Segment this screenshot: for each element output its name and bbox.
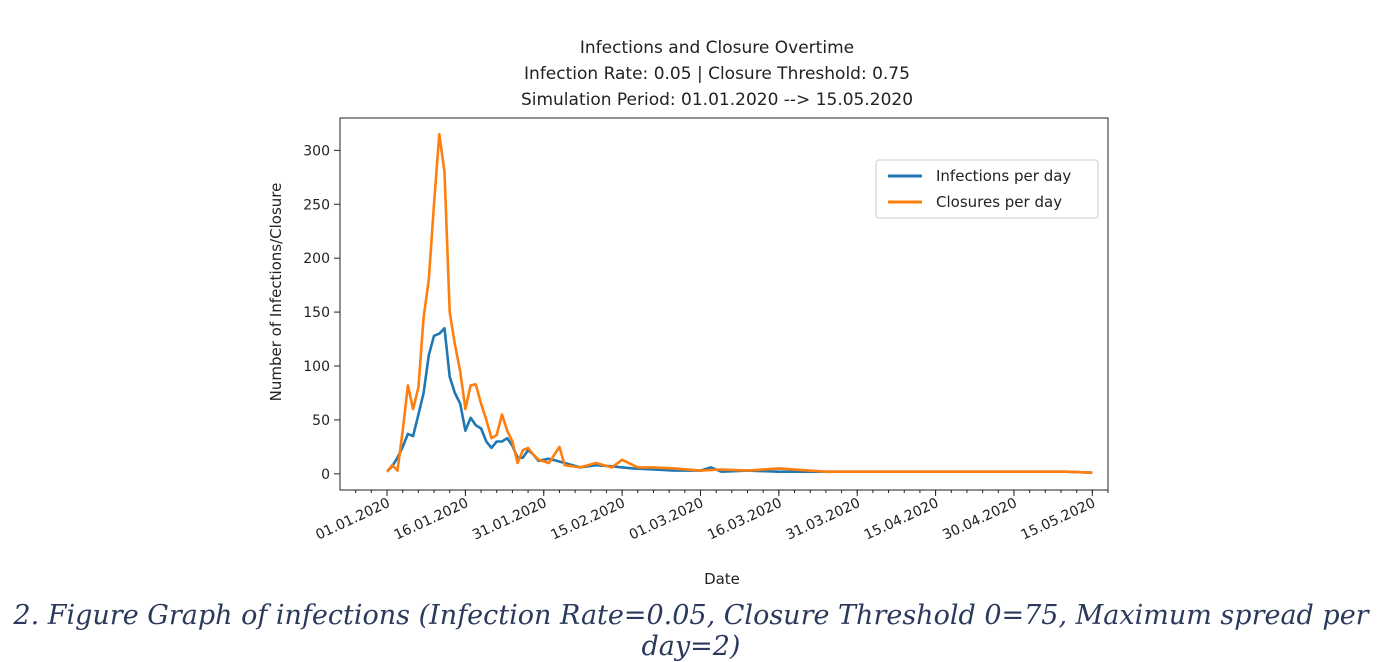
chart-subtitle-1: Infection Rate: 0.05 | Closure Threshold… <box>524 64 910 84</box>
x-tick-label: 16.03.2020 <box>705 495 784 543</box>
y-tick-label: 0 <box>321 467 330 483</box>
y-axis: 0 50 100 150 200 250 300 <box>303 143 340 483</box>
figure-caption: 2. Figure Graph of infections (Infection… <box>13 600 1369 662</box>
legend-label-closures: Closures per day <box>936 193 1062 211</box>
y-tick-label: 300 <box>303 143 330 159</box>
legend: Infections per day Closures per day <box>875 159 1099 219</box>
y-tick-label: 250 <box>303 197 330 213</box>
x-tick-label: 30.04.2020 <box>940 495 1019 543</box>
x-tick-label: 01.03.2020 <box>627 495 706 543</box>
x-tick-label: 01.01.2020 <box>313 495 392 543</box>
series-line-0 <box>386 326 1093 474</box>
x-axis-label: Date <box>704 570 740 588</box>
x-axis: 01.01.202016.01.202031.01.202015.02.2020… <box>313 490 1109 544</box>
y-tick-label: 50 <box>312 413 330 429</box>
chart-title: Infections and Closure Overtime <box>580 38 854 58</box>
x-tick-label: 15.04.2020 <box>862 495 941 543</box>
series-line-1 <box>385 132 1093 474</box>
y-tick-label: 200 <box>303 251 330 267</box>
x-tick-label: 31.01.2020 <box>470 495 549 543</box>
chart-subtitle-2: Simulation Period: 01.01.2020 --> 15.05.… <box>521 90 913 110</box>
x-tick-label: 15.05.2020 <box>1019 495 1098 543</box>
legend-label-infections: Infections per day <box>936 167 1071 185</box>
y-tick-label: 100 <box>303 359 330 375</box>
plot-area <box>385 132 1093 474</box>
plot-frame <box>339 117 1109 491</box>
y-tick-label: 150 <box>303 305 330 321</box>
x-tick-label: 15.02.2020 <box>548 495 627 543</box>
chart: Infections and Closure Overtime Infectio… <box>267 38 1109 588</box>
x-tick-label: 16.01.2020 <box>392 495 471 543</box>
y-axis-label: Number of Infections/Closure <box>267 183 285 402</box>
legend-box <box>875 159 1099 219</box>
x-tick-label: 31.03.2020 <box>783 495 862 543</box>
